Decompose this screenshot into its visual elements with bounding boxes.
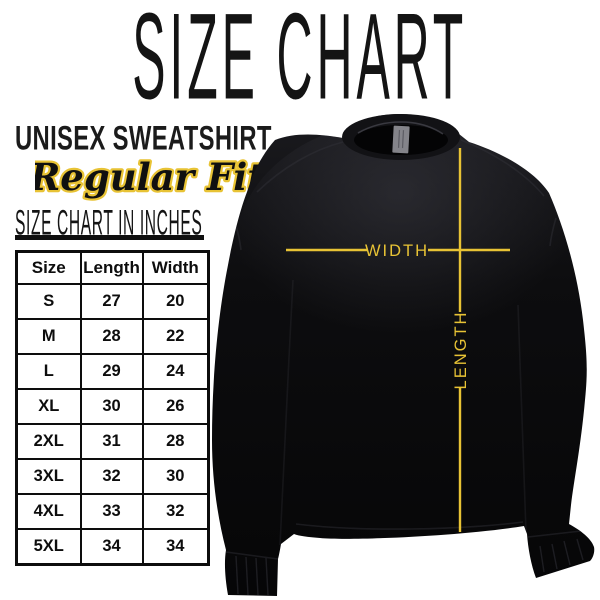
fit-label-text: Regular Fit: [35, 155, 264, 199]
table-row: 5XL 34 34: [15, 528, 210, 566]
table-heading-underline: [15, 235, 204, 240]
fit-label: Regular Fit: [35, 153, 265, 202]
table-cell: 20: [141, 283, 210, 320]
collar-rim-highlight: [357, 121, 444, 135]
table-cell: 5XL: [15, 528, 82, 566]
table-cell: 4XL: [15, 493, 82, 530]
table-cell: 3XL: [15, 458, 82, 495]
table-cell: 30: [79, 388, 144, 425]
table-header-size: Size: [15, 250, 82, 285]
table-header-row: Size Length Width: [15, 250, 210, 285]
table-cell: 32: [79, 458, 144, 495]
table-row: 4XL 33 32: [15, 493, 210, 530]
table-cell: 27: [79, 283, 144, 320]
table-cell: 24: [141, 353, 210, 390]
length-label: LENGTH: [452, 311, 470, 390]
table-cell: 31: [79, 423, 144, 460]
table-cell: 28: [141, 423, 210, 460]
neck-tag: [392, 125, 410, 154]
size-table: Size Length Width S 27 20 M 28 22 L 29 24 XL 30 26 2…: [15, 250, 210, 566]
table-cell: 29: [79, 353, 144, 390]
table-cell: 34: [79, 528, 144, 566]
table-cell: S: [15, 283, 82, 320]
width-label: WIDTH: [365, 242, 429, 260]
product-name-text: UNISEX SWEATSHIRT: [15, 119, 272, 158]
table-cell: L: [15, 353, 82, 390]
table-header-width: Width: [141, 250, 210, 285]
measurement-lines: [286, 148, 510, 532]
table-cell: 26: [141, 388, 210, 425]
table-row: 2XL 31 28: [15, 423, 210, 460]
page-title-text: SIZE CHART: [132, 0, 468, 126]
table-row: M 28 22: [15, 318, 210, 355]
table-cell: 33: [79, 493, 144, 530]
sweatshirt-illustration: WIDTH LENGTH: [212, 114, 595, 596]
cuff-ribbing: [235, 538, 584, 596]
table-cell: 30: [141, 458, 210, 495]
table-cell: 32: [141, 493, 210, 530]
seam-lines: [225, 139, 591, 560]
table-cell: 2XL: [15, 423, 82, 460]
product-name: UNISEX SWEATSHIRT: [15, 119, 382, 158]
table-cell: M: [15, 318, 82, 355]
table-header-length: Length: [79, 250, 144, 285]
chest-highlight: [235, 120, 565, 380]
table-cell: 34: [141, 528, 210, 566]
table-cell: 22: [141, 318, 210, 355]
page-title: SIZE CHART: [0, 0, 600, 125]
table-row: XL 30 26: [15, 388, 210, 425]
table-row: 3XL 32 30: [15, 458, 210, 495]
table-row: S 27 20: [15, 283, 210, 320]
table-cell: XL: [15, 388, 82, 425]
table-row: L 29 24: [15, 353, 210, 390]
table-cell: 28: [79, 318, 144, 355]
